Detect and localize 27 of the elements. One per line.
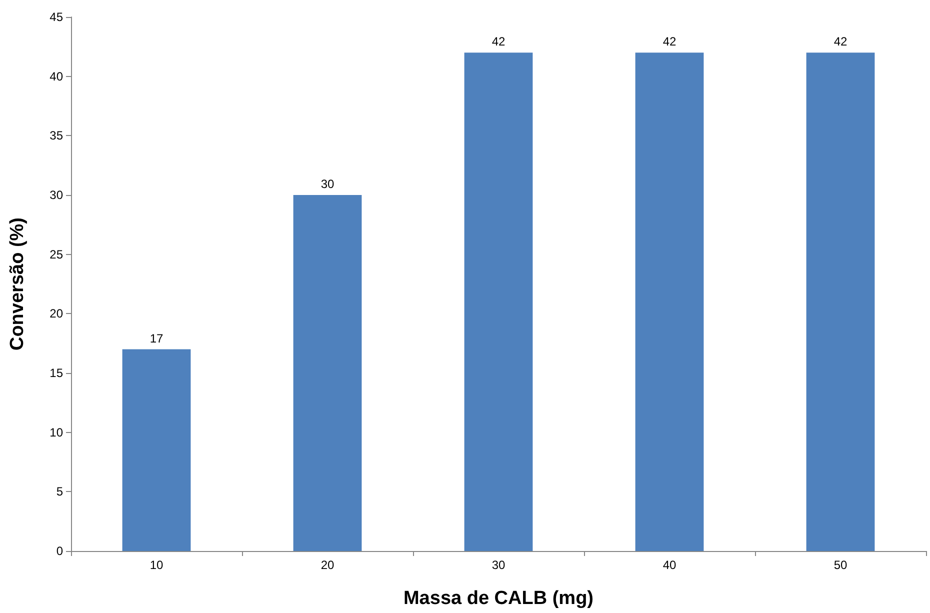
x-axis-title: Massa de CALB (mg): [403, 588, 594, 609]
y-axis-title: Conversão (%): [7, 217, 28, 351]
bar: [122, 349, 191, 551]
x-tick-label: 30: [492, 558, 506, 572]
bar: [293, 195, 362, 551]
y-tick-label: 20: [50, 306, 64, 321]
y-tick-label: 15: [50, 366, 64, 380]
data-label: 30: [320, 177, 334, 191]
data-label: 42: [492, 34, 506, 49]
data-label: 42: [662, 34, 676, 49]
x-tick-label: 20: [320, 558, 334, 572]
y-tick-label: 40: [50, 69, 64, 84]
y-tick-label: 35: [50, 128, 64, 143]
y-tick-label: 0: [56, 544, 64, 558]
bar: [635, 52, 704, 551]
y-tick-label: 45: [50, 10, 64, 24]
y-tick-label: 5: [56, 484, 64, 499]
bar: [464, 52, 533, 551]
data-label: 42: [834, 34, 848, 49]
bar: [806, 52, 875, 551]
x-tick-label: 10: [150, 558, 164, 572]
x-tick-label: 40: [662, 558, 676, 572]
y-tick-label: 10: [50, 425, 64, 440]
y-tick-label: 30: [50, 188, 64, 202]
data-label: 17: [150, 331, 164, 346]
y-tick-label: 25: [50, 247, 64, 262]
x-tick-label: 50: [834, 558, 848, 572]
